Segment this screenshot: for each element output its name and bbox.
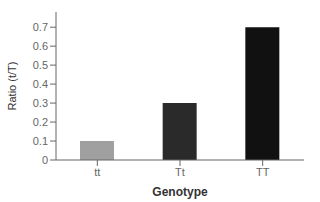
svg-text:0.4: 0.4 [33,78,48,90]
svg-text:0.6: 0.6 [33,40,48,52]
svg-text:0.2: 0.2 [33,116,48,128]
svg-text:0: 0 [42,154,48,166]
svg-text:Genotype: Genotype [152,185,208,199]
svg-text:Ratio (t/T): Ratio (t/T) [6,62,18,111]
svg-text:Tt: Tt [175,166,185,178]
svg-text:0.3: 0.3 [33,97,48,109]
svg-text:0.5: 0.5 [33,59,48,71]
svg-text:0.7: 0.7 [33,21,48,33]
svg-text:0.1: 0.1 [33,135,48,147]
svg-text:tt: tt [94,166,100,178]
svg-text:TT: TT [256,166,270,178]
